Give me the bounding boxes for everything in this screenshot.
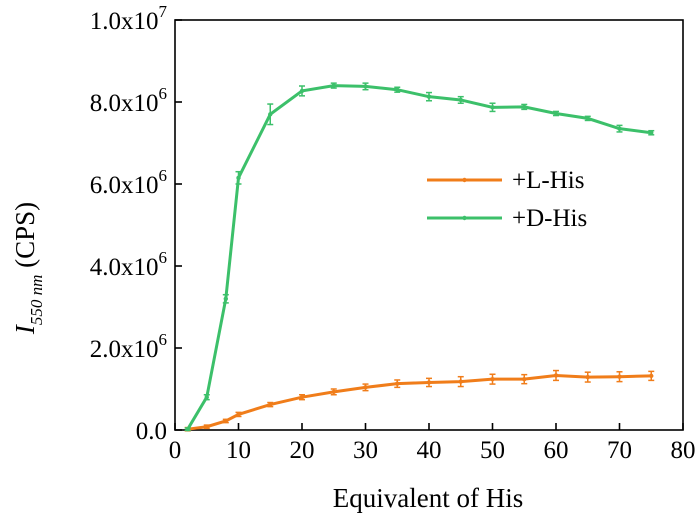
data-point	[204, 424, 209, 429]
data-point	[585, 116, 590, 121]
data-point	[299, 395, 305, 400]
data-point	[426, 94, 432, 99]
y-tick-label-exponent: 6	[159, 166, 168, 185]
data-point	[363, 385, 368, 390]
data-point	[299, 88, 305, 94]
y-tick-label-exponent: 7	[159, 2, 168, 21]
legend-item: +D-His	[427, 205, 587, 232]
y-tick-label: 8.0x106	[90, 84, 167, 117]
legend-marker	[462, 177, 467, 183]
plot-frame	[174, 19, 684, 431]
data-point	[426, 380, 432, 385]
y-tick-label-exponent: 6	[159, 248, 168, 267]
data-point	[458, 97, 463, 103]
y-tick-label: 2.0x106	[90, 330, 167, 363]
data-point	[553, 111, 559, 116]
series-layer	[184, 82, 655, 432]
y-axis-title-rest: (CPS)	[10, 202, 40, 275]
x-tick-label: 60	[544, 437, 569, 464]
y-tick-label-exponent: 6	[159, 330, 168, 349]
data-point	[617, 374, 622, 379]
data-point	[553, 373, 559, 378]
data-point	[331, 389, 336, 395]
data-point	[236, 175, 241, 181]
data-point	[522, 376, 527, 382]
data-point	[522, 104, 527, 110]
y-tick-label: 1.0x107	[90, 2, 168, 35]
legend-label: +D-His	[512, 205, 587, 232]
series-line	[187, 373, 652, 431]
y-axis-title: I550 nm (CPS)	[10, 202, 46, 335]
x-tick-label: 50	[480, 437, 505, 464]
data-point	[223, 418, 228, 424]
data-point	[204, 395, 209, 400]
data-point	[236, 412, 241, 417]
x-tick-label: 10	[226, 437, 251, 464]
x-tick-label: 30	[353, 437, 378, 464]
data-point	[490, 376, 495, 382]
data-point	[185, 426, 190, 432]
data-point	[395, 381, 400, 386]
x-axis: 0 10 20 30 40 50 60 70 80	[169, 423, 696, 464]
series-d-his	[184, 82, 655, 432]
data-point	[268, 112, 273, 117]
data-point	[395, 87, 400, 92]
y-tick-label-base: 1.0x10	[90, 8, 159, 35]
data-point	[363, 84, 368, 89]
y-tick-label: 4.0x106	[90, 248, 167, 281]
data-point	[617, 126, 622, 131]
legend-label: +L-His	[512, 167, 584, 194]
x-tick-label: 0	[169, 437, 182, 464]
y-axis-title-main: I	[10, 323, 40, 335]
data-point	[458, 379, 463, 384]
data-point	[490, 105, 495, 110]
data-point	[268, 402, 273, 407]
plot-border	[174, 19, 684, 431]
legend-item: +L-His	[427, 167, 584, 194]
data-point	[649, 373, 654, 379]
data-point	[331, 83, 336, 88]
x-tick-label: 80	[671, 437, 696, 464]
y-tick-label-base: 8.0x10	[90, 90, 159, 117]
y-tick-label-base: 0.0	[136, 418, 167, 445]
legend-marker	[462, 215, 467, 221]
x-axis-title: Equivalent of His	[333, 483, 523, 513]
y-tick-label-base: 4.0x10	[90, 254, 159, 281]
data-point	[649, 130, 654, 135]
data-point	[223, 296, 228, 301]
y-axis-title-sub: 550 nm	[27, 275, 46, 326]
y-tick-label: 0.0	[136, 418, 167, 445]
data-point	[585, 374, 590, 380]
x-tick-label: 20	[290, 437, 315, 464]
legend: +L-His +D-His	[427, 167, 587, 232]
y-tick-label-base: 6.0x10	[90, 172, 159, 199]
series-l-his	[184, 369, 655, 432]
x-tick-label: 40	[417, 437, 442, 464]
y-tick-label-base: 2.0x10	[90, 336, 159, 363]
y-tick-label-exponent: 6	[159, 84, 168, 103]
x-tick-label: 70	[607, 437, 632, 464]
y-tick-label: 6.0x106	[90, 166, 167, 199]
